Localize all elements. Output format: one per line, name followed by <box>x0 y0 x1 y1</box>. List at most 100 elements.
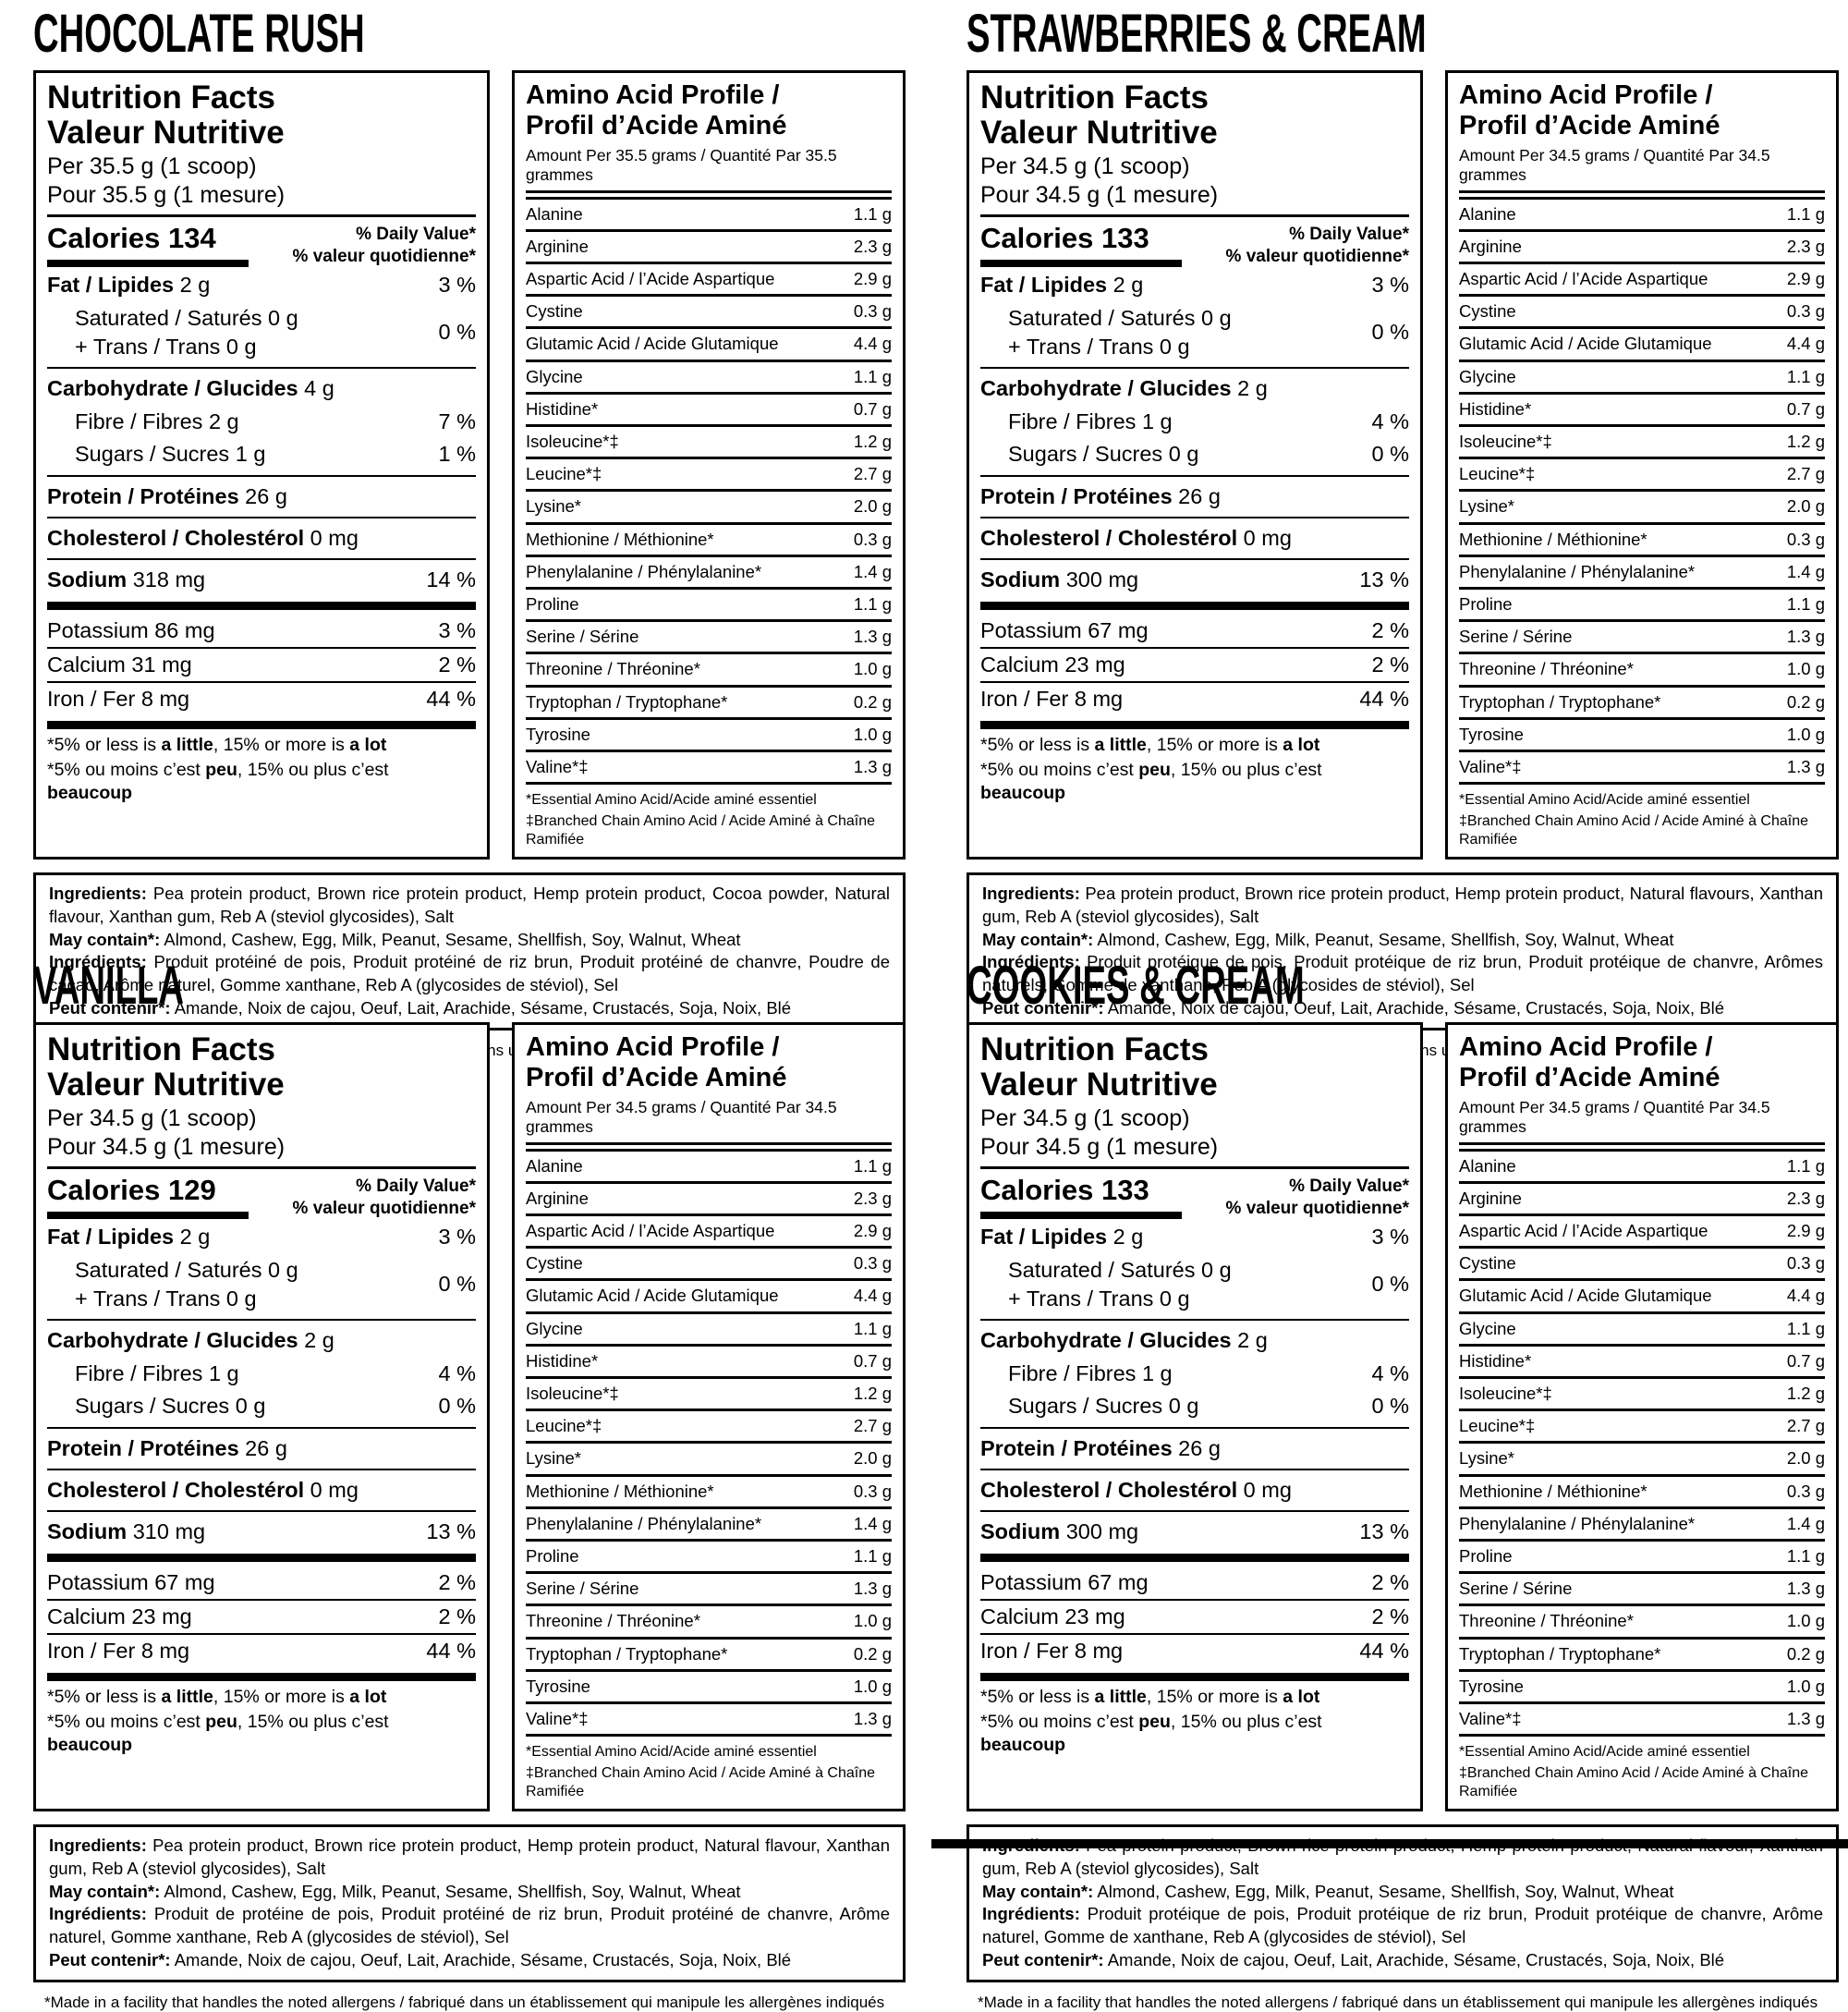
ingredients-line: Ingredients: Pea protein product, Brown … <box>982 884 1824 926</box>
ingredients-line: May contain*: Almond, Cashew, Egg, Milk,… <box>49 1881 741 1901</box>
fat-row: Fat / Lipides 2 g 3 % <box>47 1221 476 1253</box>
amino-row: Valine*‡ 1.3 g <box>526 1701 892 1734</box>
calories-label: Calories <box>47 221 161 254</box>
bottom-crop-bar <box>931 1839 1848 1848</box>
flavor-section-chocolate-rush: CHOCOLATE RUSH Nutrition Facts Valeur Nu… <box>33 7 906 1060</box>
divider <box>526 1141 892 1152</box>
divider <box>980 558 1409 561</box>
amino-row: Valine*‡ 1.3 g <box>1459 1701 1825 1734</box>
amino-row: Glycine 1.1 g <box>526 359 892 392</box>
amino-row: Histidine* 0.7 g <box>1459 1343 1825 1376</box>
fat-row: Fat / Lipides 2 g 3 % <box>980 269 1409 301</box>
amino-rows: Alanine 1.1 g Arginine 2.3 g Aspartic Ac… <box>526 1152 892 1738</box>
thick-divider <box>980 1553 1409 1562</box>
amino-row: Histidine* 0.7 g <box>526 1343 892 1376</box>
mineral-row: Potassium 67 mg 2 % <box>980 617 1409 642</box>
sugars-row: Sugars / Sucres 0 g 0 % <box>980 1390 1409 1422</box>
amino-row: Threonine / Thréonine* 1.0 g <box>1459 652 1825 684</box>
carb-row: Carbohydrate / Glucides 2 g <box>980 1328 1268 1353</box>
amino-row: Serine / Sérine 1.3 g <box>526 1571 892 1604</box>
amino-row: Arginine 2.3 g <box>1459 228 1825 262</box>
nf-footnote-fr: *5% ou moins c’est peu, 15% ou plus c’es… <box>980 1711 1322 1755</box>
nf-footnote-fr: *5% ou moins c’est peu, 15% ou plus c’es… <box>980 759 1322 803</box>
nutrition-facts-title: Nutrition Facts Valeur Nutritive <box>980 1031 1218 1103</box>
amino-row: Aspartic Acid / l’Acide Aspartique 2.9 g <box>1459 1213 1825 1246</box>
ingredients-line: Peut contenir*: Amande, Noix de cajou, O… <box>982 1949 1725 1969</box>
amino-row: Alanine 1.1 g <box>1459 1155 1825 1176</box>
facility-note: *Made in a facility that handles the not… <box>44 1993 885 2011</box>
amino-row: Aspartic Acid / l’Acide Aspartique 2.9 g <box>1459 262 1825 294</box>
amino-row: Valine*‡ 1.3 g <box>1459 749 1825 782</box>
minerals-rows: Potassium 67 mg 2 % Calcium 23 mg 2 % Ir… <box>47 1567 476 1668</box>
mineral-row: Iron / Fer 8 mg 44 % <box>47 681 476 715</box>
ingredients-line: Ingrédients: Produit protéique de pois, … <box>982 952 1824 995</box>
amino-row: Alanine 1.1 g <box>1459 203 1825 224</box>
saturated-trans-row: Saturated / Saturés 0 g + Trans / Trans … <box>75 1258 477 1311</box>
divider <box>47 558 476 561</box>
sugars-dv: 0 % <box>1371 1394 1410 1419</box>
ingredients-line: May contain*: Almond, Cashew, Egg, Milk,… <box>49 929 741 949</box>
amino-row: Glutamic Acid / Acide Glutamique 4.4 g <box>1459 326 1825 359</box>
mineral-row: Calcium 23 mg 2 % <box>980 647 1409 681</box>
satfat-dv: 0 % <box>438 1272 477 1297</box>
amino-row: Histidine* 0.7 g <box>1459 391 1825 424</box>
sodium-dv: 13 % <box>1359 1519 1409 1544</box>
carb-row: Carbohydrate / Glucides 4 g <box>47 376 334 401</box>
amino-row: Cystine 0.3 g <box>526 294 892 326</box>
minerals-rows: Potassium 67 mg 2 % Calcium 23 mg 2 % Ir… <box>980 615 1409 716</box>
sugars-dv: 0 % <box>1371 442 1410 467</box>
calories-underline <box>980 259 1183 267</box>
divider <box>47 1165 476 1169</box>
amino-acid-panel: Amino Acid Profile / Profil d’Acide Amin… <box>512 70 906 860</box>
amino-amount-line: Amount Per 34.5 grams / Quantité Par 34.… <box>1459 145 1770 184</box>
calories-row: Calories 134 % Daily Value* % valeur quo… <box>47 222 476 269</box>
sugars-row: Sugars / Sucres 1 g 1 % <box>47 438 476 470</box>
carb-row: Carbohydrate / Glucides 2 g <box>980 376 1268 401</box>
amino-row: Serine / Sérine 1.3 g <box>1459 619 1825 652</box>
nf-footnote-en: *5% or less is a little, 15% or more is … <box>980 1686 1320 1707</box>
daily-value-note: % Daily Value* % valeur quotidienne* <box>1225 224 1409 267</box>
amino-amount-line: Amount Per 34.5 grams / Quantité Par 34.… <box>1459 1097 1770 1136</box>
protein-row: Protein / Protéines 26 g <box>47 1435 287 1460</box>
sodium-dv: 13 % <box>1359 567 1409 592</box>
amino-row: Alanine 1.1 g <box>526 1155 892 1176</box>
ingredients-line: Ingrédients: Produit protéique de pois, … <box>982 1904 1823 1947</box>
nutrition-facts-panel: Nutrition Facts Valeur Nutritive Per 34.… <box>967 1022 1423 1812</box>
divider <box>47 516 476 518</box>
amino-acid-panel: Amino Acid Profile / Profil d’Acide Amin… <box>512 1022 906 1812</box>
nutrition-facts-title: Nutrition Facts Valeur Nutritive <box>47 79 285 151</box>
calories-underline <box>47 1211 249 1219</box>
calories-underline <box>47 259 249 267</box>
amino-footnote-essential: *Essential Amino Acid/Acide aminé essent… <box>526 1744 817 1761</box>
nutrition-facts-title: Nutrition Facts Valeur Nutritive <box>980 79 1218 151</box>
ingredients-line: Peut contenir*: Amande, Noix de cajou, O… <box>982 997 1725 1018</box>
calories-value: 133 <box>1100 221 1149 254</box>
fibre-row: Fibre / Fibres 1 g 4 % <box>47 1358 476 1390</box>
minerals-rows: Potassium 86 mg 3 % Calcium 31 mg 2 % Ir… <box>47 615 476 716</box>
amino-row: Cystine 0.3 g <box>1459 1246 1825 1278</box>
divider <box>47 1426 476 1429</box>
mineral-row: Potassium 67 mg 2 % <box>47 1569 476 1594</box>
sodium-dv: 13 % <box>426 1519 476 1544</box>
fat-dv: 3 % <box>438 1224 477 1249</box>
amino-row: Glutamic Acid / Acide Glutamique 4.4 g <box>526 326 892 359</box>
calories-value: 133 <box>1100 1173 1149 1206</box>
amino-row: Tryptophan / Tryptophane* 0.2 g <box>1459 1636 1825 1669</box>
calories-label: Calories <box>980 1173 1094 1206</box>
divider <box>980 516 1409 518</box>
fat-row: Fat / Lipides 2 g 3 % <box>980 1221 1409 1253</box>
divider <box>980 213 1409 217</box>
amino-row: Proline 1.1 g <box>1459 586 1825 619</box>
serving-size-en: Per 35.5 g (1 scoop) <box>47 152 257 179</box>
calories-value: 134 <box>167 221 216 254</box>
amino-acid-panel: Amino Acid Profile / Profil d’Acide Amin… <box>1445 70 1839 860</box>
calories-value: 129 <box>167 1173 216 1206</box>
saturated-trans-row: Saturated / Saturés 0 g + Trans / Trans … <box>1008 1258 1409 1311</box>
amino-row: Phenylalanine / Phénylalanine* 1.4 g <box>526 1506 892 1539</box>
cholesterol-row: Cholesterol / Cholestérol 0 mg <box>47 525 359 550</box>
amino-row: Isoleucine*‡ 1.2 g <box>1459 1376 1825 1408</box>
amino-footnote-essential: *Essential Amino Acid/Acide aminé essent… <box>1459 792 1750 809</box>
calories-underline <box>980 1211 1183 1219</box>
cholesterol-row: Cholesterol / Cholestérol 0 mg <box>47 1477 359 1502</box>
divider <box>980 1319 1409 1322</box>
